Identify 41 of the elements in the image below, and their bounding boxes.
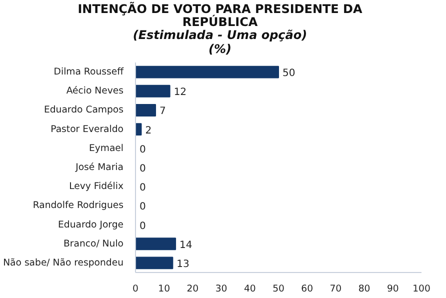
bar [136,104,156,116]
y-tick-label: Randolfe Rodrigues [32,200,124,212]
data-label: 7 [160,106,166,118]
y-tick-label: Dilma Rousseff [54,66,124,78]
data-label: 0 [140,164,146,174]
y-tick-label: Eduardo Jorge [58,219,124,230]
x-tick-label: 70 [330,284,342,294]
y-tick-label: José Maria [74,162,124,173]
y-tick-label: Aécio Neves [66,86,124,97]
data-label: 0 [140,182,146,194]
x-tick-label: 80 [358,284,370,294]
y-tick-label: Pastor Everaldo [50,124,124,135]
y-tick-label: Não sabe/ Não respondeu [3,257,124,268]
x-tick-label: 60 [301,284,314,294]
y-tick-label: Levy Fidélix [69,181,124,192]
x-tick-label: 0 [132,284,139,294]
x-tick-label: 40 [244,284,256,294]
bar [136,256,174,270]
data-label: 50 [282,68,296,80]
chart-subtitle: (Estimulada - Uma opção) (%) [132,28,308,56]
y-tick-label: Eduardo Campos [44,104,124,116]
bar [136,238,176,250]
data-label: 13 [176,258,190,270]
bar [136,123,142,136]
chart-title: INTENÇÃO DE VOTO PARA PRESIDENTE DA REPÚBLICA [76,2,364,30]
data-label: 0 [140,144,146,156]
y-tick-label: Eymael [88,142,124,154]
x-tick-label: 30 [215,284,228,294]
data-label: 2 [145,125,152,136]
x-tick-label: 20 [186,284,199,294]
data-label: 14 [180,240,192,251]
x-tick-label: 100 [412,284,430,294]
data-label: 0 [140,220,146,232]
bar [136,84,170,98]
data-label: 12 [174,87,187,98]
x-tick-label: 50 [272,284,284,294]
data-label: 0 [140,202,146,213]
y-tick-label: Branco/ Nulo [64,238,124,250]
x-tick-label: 10 [158,284,170,294]
bar [136,66,279,78]
x-tick-label: 90 [386,284,399,294]
